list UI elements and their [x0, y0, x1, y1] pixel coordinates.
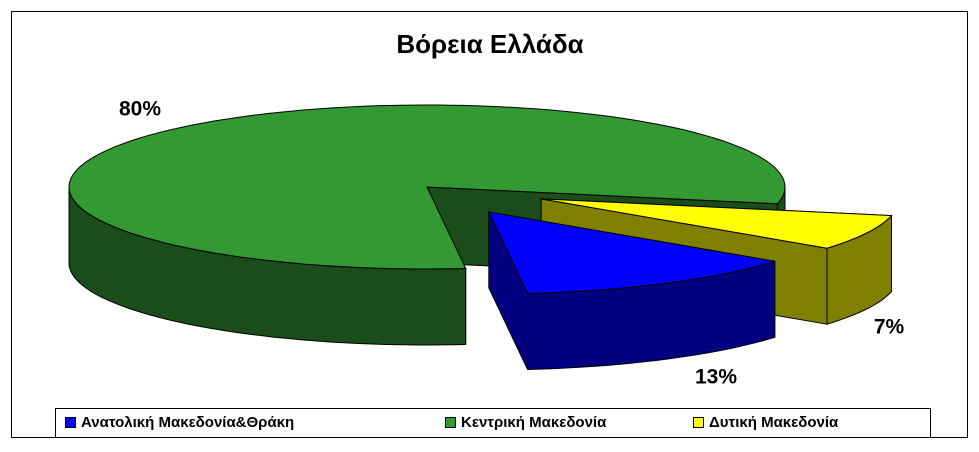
legend: Ανατολική Μακεδονία&Θράκη Κεντρική Μακεδο… [65, 414, 839, 431]
legend-label: Δυτική Μακεδονία [709, 414, 839, 431]
pie: 13% 80% 7% [68, 98, 905, 389]
legend-swatch [693, 417, 704, 428]
legend-swatch [445, 417, 456, 428]
chart-title: Βόρεια Ελλάδα [396, 29, 583, 59]
legend-label: Κεντρική Μακεδονία [461, 414, 607, 431]
slice-top [488, 211, 775, 295]
pie-slice [488, 211, 776, 371]
slice-top [541, 198, 893, 249]
legend-label: Ανατολική Μακεδονία&Θράκη [81, 414, 294, 431]
data-label: 13% [695, 366, 737, 389]
legend-swatch [65, 417, 76, 428]
data-label: 80% [119, 98, 161, 121]
legend-box [55, 408, 931, 438]
slice-top [68, 104, 786, 270]
data-label: 7% [874, 316, 905, 339]
